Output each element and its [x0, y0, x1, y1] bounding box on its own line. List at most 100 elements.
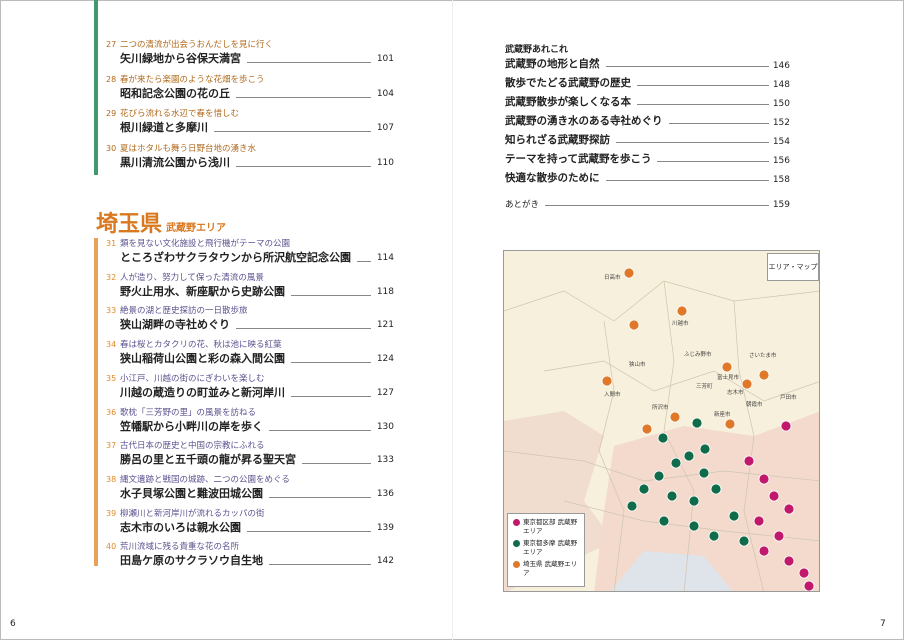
toc-entry[interactable]: 28 春が来たら楽園のような花畑を歩こう 昭和記念公園の花の丘 104 — [106, 74, 394, 102]
toc-entry[interactable]: 34 春は桜とカタクリの花、秋は池に映る紅葉 狭山稲荷山公園と彩の森入間公園 124 — [106, 339, 394, 367]
toc-item-page: 158 — [772, 175, 790, 185]
toc-item-afterword[interactable]: あとがき 159 — [505, 194, 790, 210]
toc-item[interactable]: 武蔵野の地形と自然 146 — [505, 55, 790, 71]
toc-entry-subtitle-row: 28 春が来たら楽園のような花畑を歩こう — [106, 74, 394, 86]
toc-entry-title: 狭山湖畔の寺社めぐり — [120, 318, 230, 332]
toc-entry-page: 142 — [376, 556, 394, 567]
toc-entry-number: 40 — [106, 542, 117, 552]
leader-line — [616, 142, 769, 143]
toc-entry-subtitle: 春は桜とカタクリの花、秋は池に映る紅葉 — [120, 340, 282, 351]
map-marker — [758, 545, 770, 557]
toc-entry-subtitle-row: 40 荒川流域に残る貴重な花の名所 — [106, 541, 394, 553]
toc-entry[interactable]: 29 花びら流れる水辺で春を惜しむ 根川緑道と多摩川 107 — [106, 108, 394, 136]
leader-line — [236, 96, 371, 98]
map-marker — [638, 483, 650, 495]
city-label: 川越市 — [672, 319, 689, 327]
section-heading-saitama: 埼玉県 武蔵野エリア — [96, 206, 226, 238]
map-marker — [669, 411, 681, 423]
map-marker — [708, 530, 720, 542]
toc-entry-number: 31 — [106, 239, 117, 248]
toc-entry-page: 136 — [376, 488, 394, 499]
toc-entry-subtitle-row: 29 花びら流れる水辺で春を惜しむ — [106, 108, 394, 120]
toc-item-page: 152 — [772, 118, 790, 128]
toc-item-page: 156 — [772, 156, 790, 166]
leader-line — [291, 294, 371, 296]
toc-entry-subtitle: 花びら流れる水辺で春を惜しむ — [120, 109, 240, 119]
leader-line — [291, 395, 371, 397]
leader-line — [605, 66, 769, 67]
toc-entry-page: 104 — [376, 88, 394, 99]
toc-entry[interactable]: 40 荒川流域に残る貴重な花の名所 田島ケ原のサクラソウ自生地 142 — [106, 541, 394, 569]
toc-entry-page: 127 — [376, 387, 394, 398]
toc-entry-subtitle: 春が来たら楽園のような花畑を歩こう — [120, 74, 265, 85]
city-label: さいたま市 — [749, 351, 777, 359]
toc-entry[interactable]: 38 縄文遺跡と戦国の城跡、二つの公園をめぐる 水子貝塚公園と難波田城公園 136 — [106, 474, 394, 502]
map-marker — [783, 555, 795, 567]
map-marker — [688, 495, 700, 507]
leader-line — [269, 496, 371, 498]
city-label: 三芳町 — [696, 382, 713, 390]
map-marker — [688, 520, 700, 532]
area-map: 日高市 川越市 ふじみ野市 さいたま市 狭山市 入間市 富士見市 志木市 所沢市… — [503, 250, 820, 592]
toc-item-title: 武蔵野散歩が楽しくなる本 — [505, 96, 631, 108]
map-marker — [798, 567, 810, 579]
map-markers — [601, 267, 815, 591]
toc-entry-subtitle: 荒川流域に残る貴重な花の名所 — [120, 542, 240, 553]
map-marker — [699, 443, 711, 455]
city-label: 日高市 — [604, 273, 621, 281]
toc-item[interactable]: 散歩でたどる武蔵野の歴史 148 — [505, 74, 790, 90]
toc-entry[interactable]: 27 二つの清流が出会うおんだしを見に行く 矢川緑地から谷保天満宮 101 — [106, 39, 394, 67]
toc-entry-title: 水子貝塚公園と難波田城公園 — [120, 486, 263, 500]
toc-entry-title: 勝呂の里と五千頭の龍が昇る聖天宮 — [120, 453, 296, 467]
toc-item[interactable]: テーマを持って武蔵野を歩こう 156 — [505, 150, 790, 166]
toc-entry[interactable]: 35 小江戸、川越の街のにぎわいを楽しむ 川越の蔵造りの町並みと新河岸川 127 — [106, 373, 394, 401]
leader-line — [545, 205, 769, 206]
toc-entry-number: 27 — [106, 40, 117, 49]
legend-label: 東京都多摩 武蔵野エリア — [523, 539, 578, 556]
legend-item: 埼玉県 武蔵野エリア — [513, 560, 579, 577]
toc-item[interactable]: 知られざる武蔵野探訪 154 — [505, 131, 790, 147]
toc-item[interactable]: 武蔵野散歩が楽しくなる本 150 — [505, 93, 790, 109]
toc-entry-subtitle-row: 39 柳瀬川と新河岸川が流れるカッパの街 — [106, 508, 394, 520]
leader-line — [236, 165, 371, 167]
legend-label: 埼玉県 武蔵野エリア — [523, 560, 578, 577]
toc-item-title: 快適な散歩のために — [505, 172, 600, 184]
section-title-musashino: 武蔵野あれこれ — [505, 45, 569, 55]
toc-entry-title: 黒川清流公園から浅川 — [120, 155, 230, 169]
toc-entry[interactable]: 37 古代日本の歴史と中国の宗教にふれる 勝呂の里と五千頭の龍が昇る聖天宮 133 — [106, 440, 394, 468]
toc-entry-number: 36 — [106, 407, 117, 417]
toc-item-page: 154 — [772, 137, 790, 147]
map-title: エリア・マップ — [767, 253, 819, 281]
toc-entry-subtitle: 柳瀬川と新河岸川が流れるカッパの街 — [120, 508, 265, 519]
leader-line — [357, 261, 371, 262]
city-label: 戸田市 — [780, 393, 797, 401]
map-marker — [698, 467, 710, 479]
toc-entry-title: ところざわサクラタウンから所沢航空記念公園 — [120, 251, 351, 264]
toc-entry-subtitle-row: 27 二つの清流が出会うおんだしを見に行く — [106, 39, 394, 51]
city-label: 朝霞市 — [746, 400, 763, 408]
toc-item-title: あとがき — [505, 200, 540, 210]
map-marker — [721, 361, 733, 373]
toc-entry[interactable]: 36 歌枕「三芳野の里」の風景を訪ねる 笠幡駅から小畔川の岸を歩く 130 — [106, 407, 394, 435]
leader-line — [236, 328, 371, 330]
map-marker — [768, 490, 780, 502]
map-marker — [658, 515, 670, 527]
toc-item[interactable]: 快適な散歩のために 158 — [505, 169, 790, 185]
toc-entry-number: 38 — [106, 474, 117, 484]
toc-entry[interactable]: 31 類を見ない文化施設と飛行機がテーマの公園 ところざわサクラタウンから所沢航空… — [106, 238, 394, 266]
toc-item-page: 146 — [772, 61, 790, 71]
toc-entry-subtitle: 夏はホタルも舞う日野台地の湧き水 — [120, 143, 257, 154]
toc-item-title: 知られざる武蔵野探訪 — [505, 134, 610, 146]
toc-entry-title: 矢川緑地から谷保天満宮 — [120, 52, 241, 65]
toc-entry[interactable]: 30 夏はホタルも舞う日野台地の湧き水 黒川清流公園から浅川 110 — [106, 143, 394, 171]
leader-line — [269, 564, 371, 566]
toc-item[interactable]: 武蔵野の湧き水のある寺社めぐり 152 — [505, 112, 790, 128]
toc-entry[interactable]: 39 柳瀬川と新河岸川が流れるカッパの街 志木市のいろは親水公園 139 — [106, 508, 394, 536]
toc-entry[interactable]: 33 絶景の湖と歴史探訪の一日散歩旅 狭山湖畔の寺社めぐり 121 — [106, 305, 394, 333]
leader-line — [657, 161, 769, 162]
toc-entry-number: 35 — [106, 373, 117, 383]
toc-entry-subtitle-row: 34 春は桜とカタクリの花、秋は池に映る紅葉 — [106, 339, 394, 351]
toc-entry-subtitle: 縄文遺跡と戦国の城跡、二つの公園をめぐる — [120, 474, 290, 485]
toc-entry[interactable]: 32 人が造り、努力して保った清流の風景 野火止用水、新座駅から史跡公園 118 — [106, 272, 394, 300]
toc-item-title: 散歩でたどる武蔵野の歴史 — [505, 77, 631, 89]
